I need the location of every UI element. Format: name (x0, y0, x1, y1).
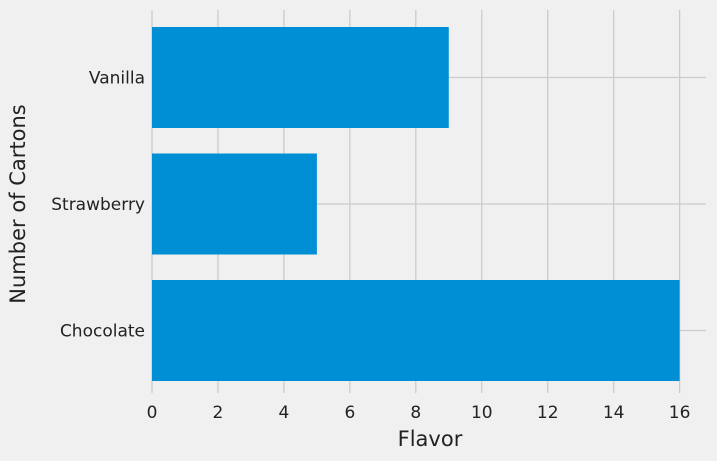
x-tick-label: 6 (344, 403, 355, 423)
x-tick-label: 8 (410, 403, 421, 423)
x-tick-label: 14 (603, 403, 625, 423)
y-tick-label: Strawberry (51, 195, 145, 215)
x-tick-label: 0 (147, 403, 158, 423)
x-axis-label: Flavor (398, 427, 463, 451)
bars-layer (152, 27, 680, 381)
y-axis-label: Number of Cartons (6, 104, 30, 303)
y-tick-label: Chocolate (60, 322, 145, 342)
bar-chocolate (152, 280, 680, 381)
x-tick-label: 4 (278, 403, 289, 423)
bar-vanilla (152, 27, 449, 128)
ticks-layer: 0 2 4 6 8 10 12 14 16 Chocolate Strawberry Vanilla (51, 69, 690, 424)
x-tick-label: 10 (471, 403, 493, 423)
bar-strawberry (152, 153, 317, 255)
x-tick-label: 2 (213, 403, 224, 423)
x-tick-label: 16 (669, 403, 691, 423)
x-tick-label: 12 (537, 403, 559, 423)
y-tick-label: Vanilla (89, 69, 145, 89)
